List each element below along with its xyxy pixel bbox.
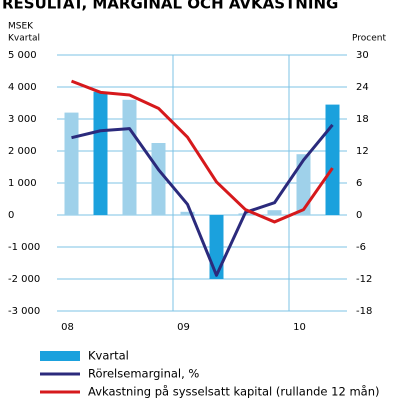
- chart-title: RESULTAT, MARGINAL OCH AVKASTNING: [2, 0, 338, 13]
- bar: [151, 143, 166, 215]
- legend-label: Kvartal: [88, 349, 129, 363]
- bar: [64, 112, 79, 215]
- x-tick-label: 10: [293, 322, 306, 333]
- bar: [180, 211, 195, 215]
- bar: [325, 104, 340, 215]
- y2-tick-label: 18: [356, 114, 369, 125]
- line: [70, 79, 334, 224]
- bar: [93, 91, 108, 215]
- bar: [267, 210, 282, 215]
- y-tick-label: -3 000: [8, 306, 40, 317]
- y2-tick-label: -6: [356, 242, 366, 253]
- line: [71, 123, 334, 277]
- y2-axis-label: Procent: [352, 34, 386, 44]
- y-tick-label: -2 000: [8, 274, 40, 285]
- y-tick-label: 4 000: [8, 82, 37, 93]
- y-tick-label: -1 000: [8, 242, 40, 253]
- y-tick-label: 0: [8, 210, 14, 221]
- legend-label: Avkastning på sysselsatt kapital (rullan…: [88, 385, 379, 399]
- y2-tick-label: -18: [356, 306, 372, 317]
- bar: [296, 154, 311, 215]
- bar: [209, 215, 224, 279]
- y2-tick-label: -12: [356, 274, 372, 285]
- y2-tick-label: 0: [356, 210, 362, 221]
- y-tick-label: 5 000: [8, 50, 37, 61]
- x-tick-label: 08: [61, 322, 74, 333]
- bar: [122, 99, 137, 215]
- legend-swatch: [40, 351, 80, 361]
- x-tick-label: 09: [177, 322, 190, 333]
- y2-tick-label: 30: [356, 50, 369, 61]
- y2-tick-label: 12: [356, 146, 369, 157]
- y-axis-label: MSEK: [8, 22, 34, 32]
- legend-label: Rörelsemarginal, %: [88, 367, 199, 381]
- y-tick-label: 1 000: [8, 178, 37, 189]
- y2-tick-label: 24: [356, 82, 369, 93]
- y-tick-label: 2 000: [8, 146, 37, 157]
- y-tick-label: 3 000: [8, 114, 37, 125]
- y-axis-sublabel: Kvartal: [8, 34, 40, 44]
- y2-tick-label: 6: [356, 178, 362, 189]
